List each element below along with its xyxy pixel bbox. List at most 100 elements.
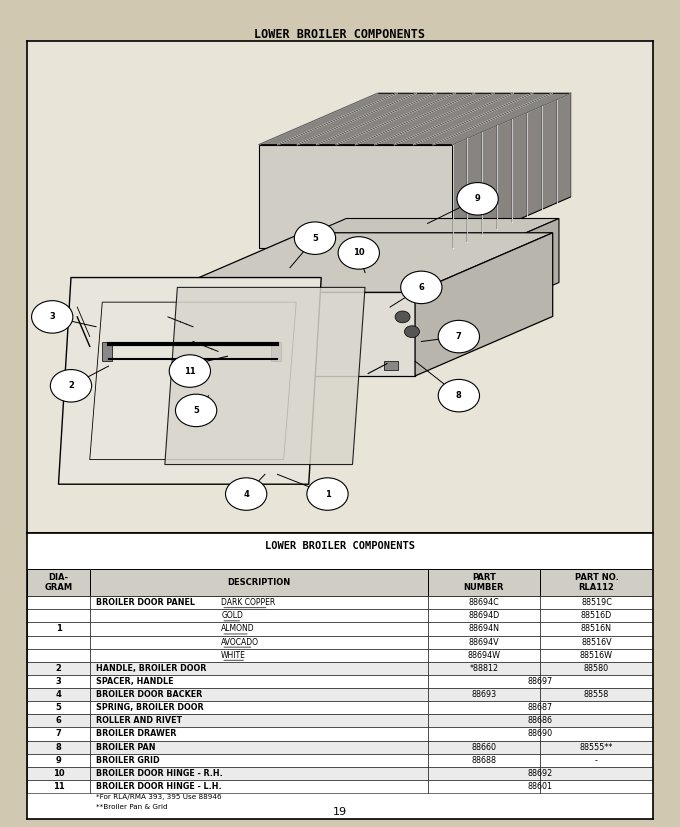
Text: 5: 5 — [56, 703, 61, 712]
Bar — [428, 569, 540, 596]
Text: BROILER DOOR HINGE - L.H.: BROILER DOOR HINGE - L.H. — [96, 782, 222, 791]
Text: DARK COPPER: DARK COPPER — [221, 598, 275, 607]
Bar — [27, 609, 90, 623]
Circle shape — [307, 478, 348, 510]
Bar — [428, 662, 540, 675]
Polygon shape — [221, 218, 559, 273]
Bar — [428, 636, 540, 648]
Bar — [27, 728, 90, 740]
Bar — [428, 753, 540, 767]
Circle shape — [438, 320, 479, 353]
Text: 88694N: 88694N — [469, 624, 499, 633]
Bar — [90, 753, 428, 767]
Text: PART
NUMBER: PART NUMBER — [464, 573, 504, 592]
Bar — [27, 767, 90, 780]
Bar — [90, 728, 428, 740]
Text: 88694D: 88694D — [469, 611, 500, 620]
Bar — [90, 780, 428, 793]
Text: DESCRIPTION: DESCRIPTION — [227, 578, 290, 587]
Circle shape — [395, 311, 410, 323]
Text: WHITE: WHITE — [221, 651, 246, 660]
Bar — [90, 623, 428, 636]
Bar — [428, 701, 540, 715]
Bar — [90, 688, 428, 701]
Polygon shape — [165, 288, 365, 465]
Polygon shape — [258, 145, 453, 248]
Bar — [428, 728, 540, 740]
Bar — [540, 636, 653, 648]
Bar — [90, 596, 428, 609]
Bar — [90, 609, 428, 623]
Bar — [540, 662, 653, 675]
Text: 88690: 88690 — [528, 729, 553, 739]
Polygon shape — [258, 93, 571, 145]
Bar — [27, 596, 90, 609]
Text: BROILER PAN: BROILER PAN — [96, 743, 156, 752]
Polygon shape — [58, 278, 321, 485]
Text: 5: 5 — [312, 234, 318, 242]
Text: 2: 2 — [68, 381, 74, 390]
Bar — [428, 688, 540, 701]
Text: BROILER DRAWER: BROILER DRAWER — [96, 729, 176, 739]
Text: 88516V: 88516V — [581, 638, 612, 647]
Text: 8: 8 — [456, 391, 462, 400]
Text: BROILER DOOR PANEL: BROILER DOOR PANEL — [96, 598, 195, 607]
Circle shape — [294, 222, 336, 255]
Polygon shape — [221, 273, 434, 337]
Text: 88516D: 88516D — [581, 611, 612, 620]
Bar — [540, 596, 653, 609]
Text: ALMOND: ALMOND — [221, 624, 255, 633]
Text: BROILER DOOR BACKER: BROILER DOOR BACKER — [96, 690, 202, 699]
Bar — [27, 780, 90, 793]
Circle shape — [338, 237, 379, 269]
Text: 4: 4 — [56, 690, 61, 699]
Text: 88694W: 88694W — [467, 651, 500, 660]
Text: 19: 19 — [333, 807, 347, 817]
Bar — [540, 569, 653, 596]
Text: SPACER, HANDLE: SPACER, HANDLE — [96, 677, 173, 686]
Polygon shape — [415, 232, 553, 376]
Text: PART NO.
RLA112: PART NO. RLA112 — [575, 573, 618, 592]
Circle shape — [438, 380, 479, 412]
Bar — [90, 569, 428, 596]
Bar — [90, 662, 428, 675]
Bar — [540, 780, 653, 793]
Text: 5: 5 — [193, 406, 199, 415]
Text: 88516N: 88516N — [581, 624, 612, 633]
Circle shape — [457, 183, 498, 215]
Bar — [540, 648, 653, 662]
Text: AVOCADO: AVOCADO — [221, 638, 259, 647]
Bar — [90, 715, 428, 728]
Text: 3: 3 — [50, 313, 55, 322]
Text: LOWER BROILER COMPONENTS: LOWER BROILER COMPONENTS — [254, 28, 426, 41]
Text: 10: 10 — [52, 769, 65, 778]
Bar — [428, 675, 540, 688]
Bar — [428, 596, 540, 609]
Text: 11: 11 — [52, 782, 65, 791]
Text: BROILER DOOR HINGE - R.H.: BROILER DOOR HINGE - R.H. — [96, 769, 223, 778]
Text: 88660: 88660 — [471, 743, 496, 752]
Bar — [90, 740, 428, 753]
Text: 88687: 88687 — [528, 703, 553, 712]
Polygon shape — [434, 218, 559, 337]
Text: 88686: 88686 — [528, 716, 553, 725]
Bar — [540, 753, 653, 767]
Text: DIA-
GRAM: DIA- GRAM — [44, 573, 73, 592]
Bar — [540, 767, 653, 780]
Text: **Broiler Pan & Grid: **Broiler Pan & Grid — [96, 805, 168, 810]
Text: SPRING, BROILER DOOR: SPRING, BROILER DOOR — [96, 703, 203, 712]
Text: 2: 2 — [56, 664, 61, 673]
Text: 88692: 88692 — [528, 769, 553, 778]
Bar — [384, 361, 398, 370]
Text: 88558: 88558 — [584, 690, 609, 699]
Text: 3: 3 — [56, 677, 61, 686]
Text: 88694C: 88694C — [469, 598, 499, 607]
Polygon shape — [165, 292, 415, 376]
Text: LOWER BROILER COMPONENTS: LOWER BROILER COMPONENTS — [265, 541, 415, 551]
Text: 88555**: 88555** — [580, 743, 613, 752]
Text: 88601: 88601 — [528, 782, 553, 791]
Bar — [27, 675, 90, 688]
Text: 8: 8 — [56, 743, 61, 752]
Text: 88688: 88688 — [471, 756, 496, 765]
Text: 7: 7 — [456, 332, 462, 341]
